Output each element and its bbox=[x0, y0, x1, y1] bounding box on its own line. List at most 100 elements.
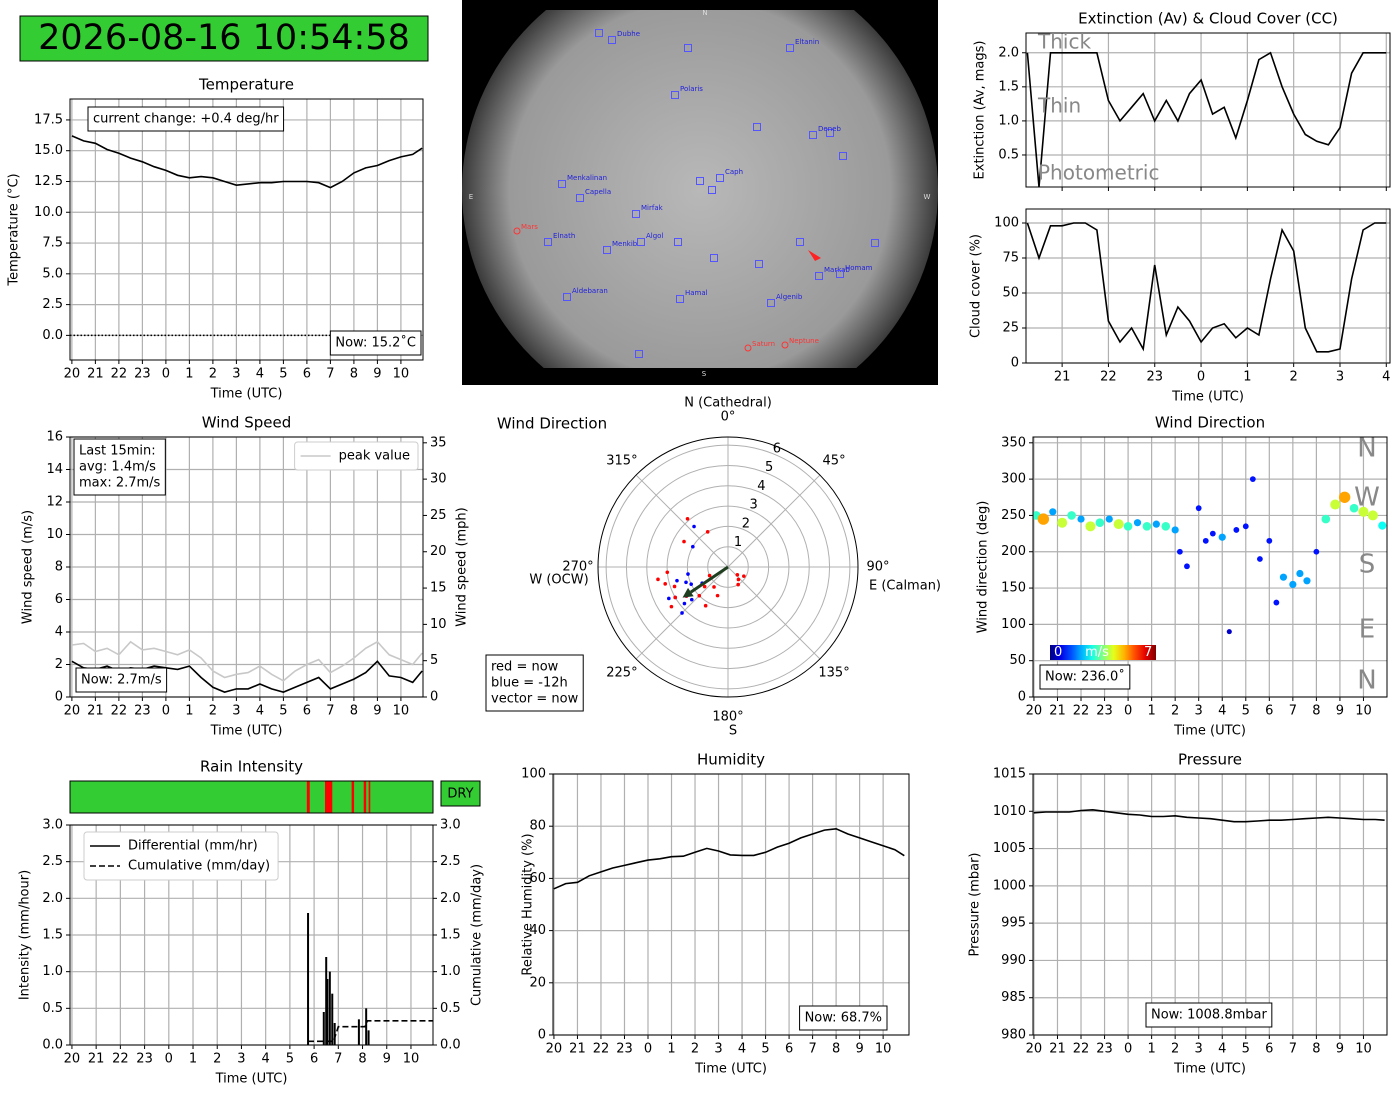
point bbox=[1349, 503, 1359, 513]
star-marker bbox=[674, 238, 682, 246]
y-tick-label: 40 bbox=[529, 923, 546, 938]
y-axis-label: Cloud cover (%) bbox=[969, 234, 984, 338]
direction-label: S bbox=[729, 724, 737, 739]
star-marker bbox=[684, 44, 692, 52]
x-tick-label: 6 bbox=[1265, 704, 1273, 719]
y-tick-label: 250 bbox=[1001, 508, 1026, 523]
axes-frame bbox=[69, 98, 424, 361]
x-tick-label: 3 bbox=[237, 1052, 245, 1067]
theta-tick-label: 225° bbox=[606, 666, 637, 681]
x-tick-label: 23 bbox=[134, 367, 151, 382]
x-tick-label: 7 bbox=[1289, 704, 1297, 719]
point bbox=[1209, 530, 1216, 537]
x-tick-label: 1 bbox=[1147, 704, 1155, 719]
x-tick-label: 9 bbox=[373, 367, 381, 382]
x-tick-label: 10 bbox=[1355, 1042, 1372, 1057]
x-tick-label: 21 bbox=[87, 704, 104, 719]
point bbox=[1184, 563, 1190, 570]
legend-box bbox=[294, 441, 419, 471]
annotation-text: Now: 15.2˚C bbox=[335, 335, 416, 351]
y-tick-label: 10.0 bbox=[34, 205, 63, 220]
x-tick-label: 6 bbox=[303, 367, 311, 382]
point bbox=[1067, 511, 1076, 520]
x-tick-label: 10 bbox=[1355, 704, 1372, 719]
y-axis-label: Extinction (Av, mags) bbox=[973, 41, 988, 180]
star-marker bbox=[671, 91, 679, 99]
y-tick-label: 12 bbox=[46, 495, 63, 510]
y2-axis-label: Wind speed (mph) bbox=[455, 507, 470, 627]
theta-tick-label: 180° bbox=[712, 710, 743, 725]
x-tick-label: 3 bbox=[714, 1042, 722, 1057]
star-marker bbox=[635, 350, 643, 358]
star-marker bbox=[710, 254, 718, 262]
star-label: Aldebaran bbox=[572, 287, 608, 295]
rain-strip bbox=[69, 780, 434, 814]
y-tick-label: 15.0 bbox=[34, 143, 63, 158]
x-tick-label: 21 bbox=[88, 1052, 105, 1067]
y-tick-label: 985 bbox=[1001, 990, 1026, 1005]
star-marker bbox=[839, 152, 847, 160]
x-tick-label: 9 bbox=[855, 1042, 863, 1057]
annotation-text: blue = -12h bbox=[491, 676, 568, 691]
point bbox=[682, 601, 687, 606]
star-marker bbox=[815, 272, 823, 280]
x-tick-label: 23 bbox=[616, 1042, 633, 1057]
x-tick-label: 4 bbox=[262, 1052, 270, 1067]
x-tick-label: 2 bbox=[209, 367, 217, 382]
annotation-box bbox=[329, 330, 422, 356]
y-tick-label: 60 bbox=[529, 871, 546, 886]
star-marker bbox=[786, 44, 794, 52]
planet-label: Neptune bbox=[789, 337, 819, 345]
x-axis-label: Time (UTC) bbox=[210, 724, 283, 739]
y2-tick-label: 10 bbox=[430, 617, 447, 632]
band-label: Thick bbox=[1037, 30, 1091, 54]
point bbox=[1202, 537, 1209, 544]
x-tick-label: 8 bbox=[350, 367, 358, 382]
point bbox=[1195, 505, 1202, 512]
point bbox=[1279, 573, 1288, 581]
rain-period bbox=[306, 781, 310, 813]
point bbox=[1049, 508, 1057, 516]
x-tick-label: 10 bbox=[403, 1052, 420, 1067]
camera-header: t=0.2s bbox=[812, 0, 836, 8]
r-tick-label: 2 bbox=[742, 516, 750, 531]
y-tick-label: 0.5 bbox=[998, 147, 1019, 162]
chart: 20 21 22 23 0 1 2 3 4 5 6 7 8 9 100.02.55.07.510.012.5… bbox=[7, 76, 424, 402]
point bbox=[1233, 527, 1240, 533]
point bbox=[1378, 521, 1387, 530]
x-tick-label: 10 bbox=[393, 367, 410, 382]
rain-status: DRY bbox=[447, 787, 473, 802]
x-tick-label: 8 bbox=[1312, 704, 1320, 719]
x-axis-label: Time (UTC) bbox=[210, 387, 283, 402]
x-tick-label: 0 bbox=[1197, 370, 1205, 385]
point bbox=[673, 595, 678, 600]
point bbox=[1113, 519, 1124, 530]
point bbox=[1095, 518, 1105, 527]
planet-marker bbox=[781, 341, 789, 349]
x-tick-label: 0 bbox=[162, 367, 170, 382]
point bbox=[1218, 533, 1226, 541]
x-tick-label: 4 bbox=[738, 1042, 746, 1057]
star-marker bbox=[696, 177, 704, 185]
x-tick-label: 8 bbox=[358, 1052, 366, 1067]
x-tick-label: 0 bbox=[162, 704, 170, 719]
direction-label: E (Calman) bbox=[869, 579, 941, 594]
x-tick-label: 21 bbox=[1049, 1042, 1066, 1057]
point bbox=[1226, 629, 1232, 635]
point bbox=[686, 572, 690, 576]
r-tick-label: 6 bbox=[773, 441, 781, 456]
x-tick-label: 3 bbox=[1336, 370, 1344, 385]
star-marker bbox=[544, 238, 552, 246]
planet-label: Saturn bbox=[752, 340, 775, 348]
star-label: Dubhe bbox=[617, 30, 640, 38]
point bbox=[1313, 548, 1320, 555]
annotation-text: Now: 68.7% bbox=[805, 1011, 882, 1026]
side-label: S bbox=[1359, 550, 1376, 580]
theta-tick-label: 45° bbox=[823, 453, 846, 468]
point bbox=[692, 524, 696, 529]
star-marker bbox=[836, 270, 844, 278]
x-tick-label: 1 bbox=[189, 1052, 197, 1067]
star-marker bbox=[755, 260, 763, 268]
axes-frame bbox=[69, 824, 434, 1046]
annotation-box bbox=[799, 1005, 888, 1031]
